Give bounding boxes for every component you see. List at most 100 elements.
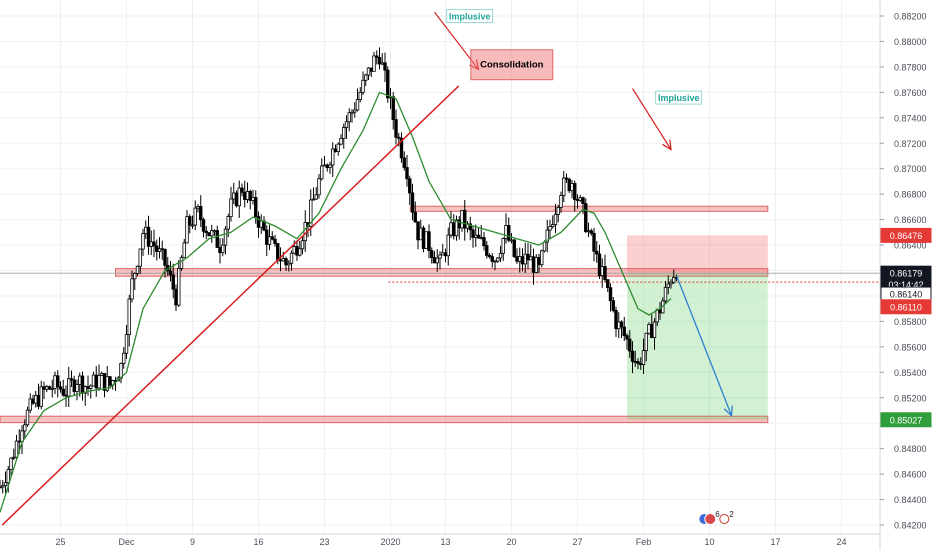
candle-body xyxy=(672,276,676,283)
price-badge-label: 0.86140 xyxy=(890,290,923,300)
trendline[interactable] xyxy=(1,85,460,526)
candle-body xyxy=(421,227,426,249)
y-tick-label: 0.87600 xyxy=(894,88,927,98)
candle-body xyxy=(248,191,252,201)
candle-body xyxy=(639,363,643,366)
candle-body xyxy=(474,234,478,238)
impulse-label-0: Implusive xyxy=(449,12,491,22)
annotations: Implusive Consolidation Implusive xyxy=(434,9,733,417)
candle-body xyxy=(300,240,305,250)
candle-body xyxy=(199,206,203,221)
candle-body xyxy=(141,233,145,250)
candle-body xyxy=(174,288,178,306)
candle-body xyxy=(281,258,285,262)
candle-body xyxy=(545,229,549,243)
candle-body xyxy=(254,197,258,217)
candle-body xyxy=(100,373,104,376)
candle-body xyxy=(124,334,129,354)
candle-body xyxy=(578,197,582,201)
candle-body xyxy=(449,222,453,236)
candle-body xyxy=(193,207,197,226)
candle-body xyxy=(289,252,294,264)
candle-body xyxy=(243,191,247,200)
pivot-zone xyxy=(115,268,769,277)
flag-uk-icon xyxy=(704,513,717,525)
take-profit-area xyxy=(627,273,768,420)
candle-body xyxy=(408,178,412,194)
candle-body xyxy=(56,375,60,388)
candle-body xyxy=(256,216,261,228)
candle-body xyxy=(75,384,79,392)
candle-body xyxy=(69,378,74,381)
candle-body xyxy=(405,167,409,180)
candle-body xyxy=(67,378,71,397)
candle-body xyxy=(31,398,35,404)
y-tick-label: 0.85400 xyxy=(894,368,927,378)
price-badge xyxy=(880,412,932,428)
y-tick-label: 0.86600 xyxy=(894,215,927,225)
candle-body xyxy=(586,230,591,233)
projection-arrow-head xyxy=(723,405,733,417)
candle-body xyxy=(265,229,269,245)
y-tick-label: 0.87200 xyxy=(894,139,927,149)
candle-body xyxy=(234,192,239,207)
candle-body xyxy=(339,138,343,145)
candle-body xyxy=(564,177,569,180)
y-tick-label: 0.85600 xyxy=(894,342,927,352)
consolidation-label: Consolidation xyxy=(480,60,544,71)
candle-body xyxy=(435,257,439,264)
candle-body xyxy=(386,69,390,99)
candle-body xyxy=(402,157,406,168)
candle-body xyxy=(515,256,519,262)
candle-body xyxy=(28,398,32,411)
candle-body xyxy=(652,321,657,339)
stop-loss-area xyxy=(627,235,768,274)
consolidation-box xyxy=(470,49,554,81)
price-badge xyxy=(880,227,932,243)
candle-body xyxy=(520,256,525,265)
y-tick-label: 0.85200 xyxy=(894,393,927,403)
candle-body xyxy=(86,386,90,389)
candle-body xyxy=(512,239,516,257)
candle-body xyxy=(427,231,431,252)
candle-body xyxy=(636,361,640,364)
candle-body xyxy=(17,440,21,443)
candle-body xyxy=(529,256,533,261)
candle-body xyxy=(540,250,544,266)
candle-body xyxy=(344,121,349,128)
candle-body xyxy=(314,194,318,200)
impulse-label-2: Implusive xyxy=(658,93,700,103)
candle-body xyxy=(9,457,13,470)
candle-body xyxy=(267,236,272,245)
x-tick-label: 2020 xyxy=(380,537,400,547)
candle-body xyxy=(6,469,10,484)
candle-body xyxy=(482,237,486,247)
candle-body xyxy=(424,231,428,249)
candle-body xyxy=(25,409,30,426)
candle-body xyxy=(1,485,5,488)
short-position-tool[interactable] xyxy=(0,235,880,420)
candle-body xyxy=(157,248,162,252)
candle-body xyxy=(64,394,68,397)
candle-body xyxy=(608,287,613,302)
candle-body xyxy=(542,241,547,252)
candle-body xyxy=(644,332,648,352)
candle-body xyxy=(149,241,153,247)
time-axis[interactable]: 25 Dec 9 16 23 2020 13 20 27 Feb 10 17 24 6 2 xyxy=(0,510,880,547)
candle-body xyxy=(361,79,365,93)
candle-body xyxy=(592,232,596,252)
candle-body xyxy=(666,283,670,288)
candle-body xyxy=(320,165,324,180)
candle-body xyxy=(394,119,398,138)
candle-body xyxy=(655,309,659,323)
y-tick-label: 0.88000 xyxy=(894,37,927,47)
candle-body xyxy=(331,148,335,166)
candle-body xyxy=(573,183,577,200)
candle-body xyxy=(493,260,497,263)
candle-body xyxy=(498,252,503,259)
candle-body xyxy=(504,224,508,239)
x-tick-label: 20 xyxy=(506,537,516,547)
candle-body xyxy=(223,228,228,246)
uptrend-line xyxy=(1,85,460,526)
